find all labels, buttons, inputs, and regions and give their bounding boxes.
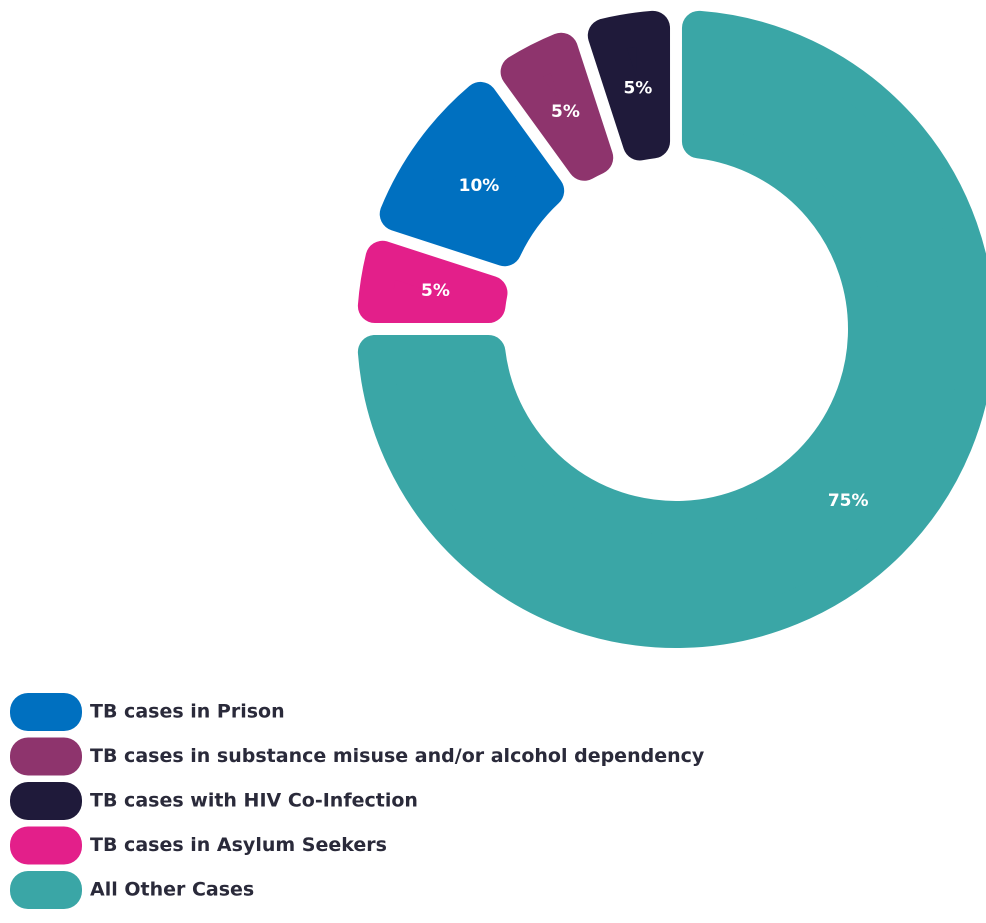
donut-slice xyxy=(500,32,614,181)
legend-label: All Other Cases xyxy=(90,879,254,901)
slice-label: 5% xyxy=(421,281,450,301)
legend-swatch xyxy=(10,826,82,865)
legend-label: TB cases with HIV Co-Infection xyxy=(90,790,418,812)
legend-label: TB cases in Prison xyxy=(90,701,285,723)
legend-swatch xyxy=(10,737,82,776)
donut-slice xyxy=(587,10,671,161)
slice-label: 75% xyxy=(828,491,869,511)
legend-label: TB cases in substance misuse and/or alco… xyxy=(90,745,705,767)
legend-swatch xyxy=(10,782,82,820)
legend-swatch xyxy=(10,693,82,731)
donut-slice xyxy=(379,81,565,267)
slice-label: 5% xyxy=(551,102,580,122)
slice-label: 5% xyxy=(623,78,652,98)
legend-swatch xyxy=(10,871,82,909)
donut-slice xyxy=(357,10,986,648)
legend-label: TB cases in Asylum Seekers xyxy=(90,834,387,856)
donut-slice xyxy=(357,240,508,324)
slice-label: 10% xyxy=(459,176,500,196)
